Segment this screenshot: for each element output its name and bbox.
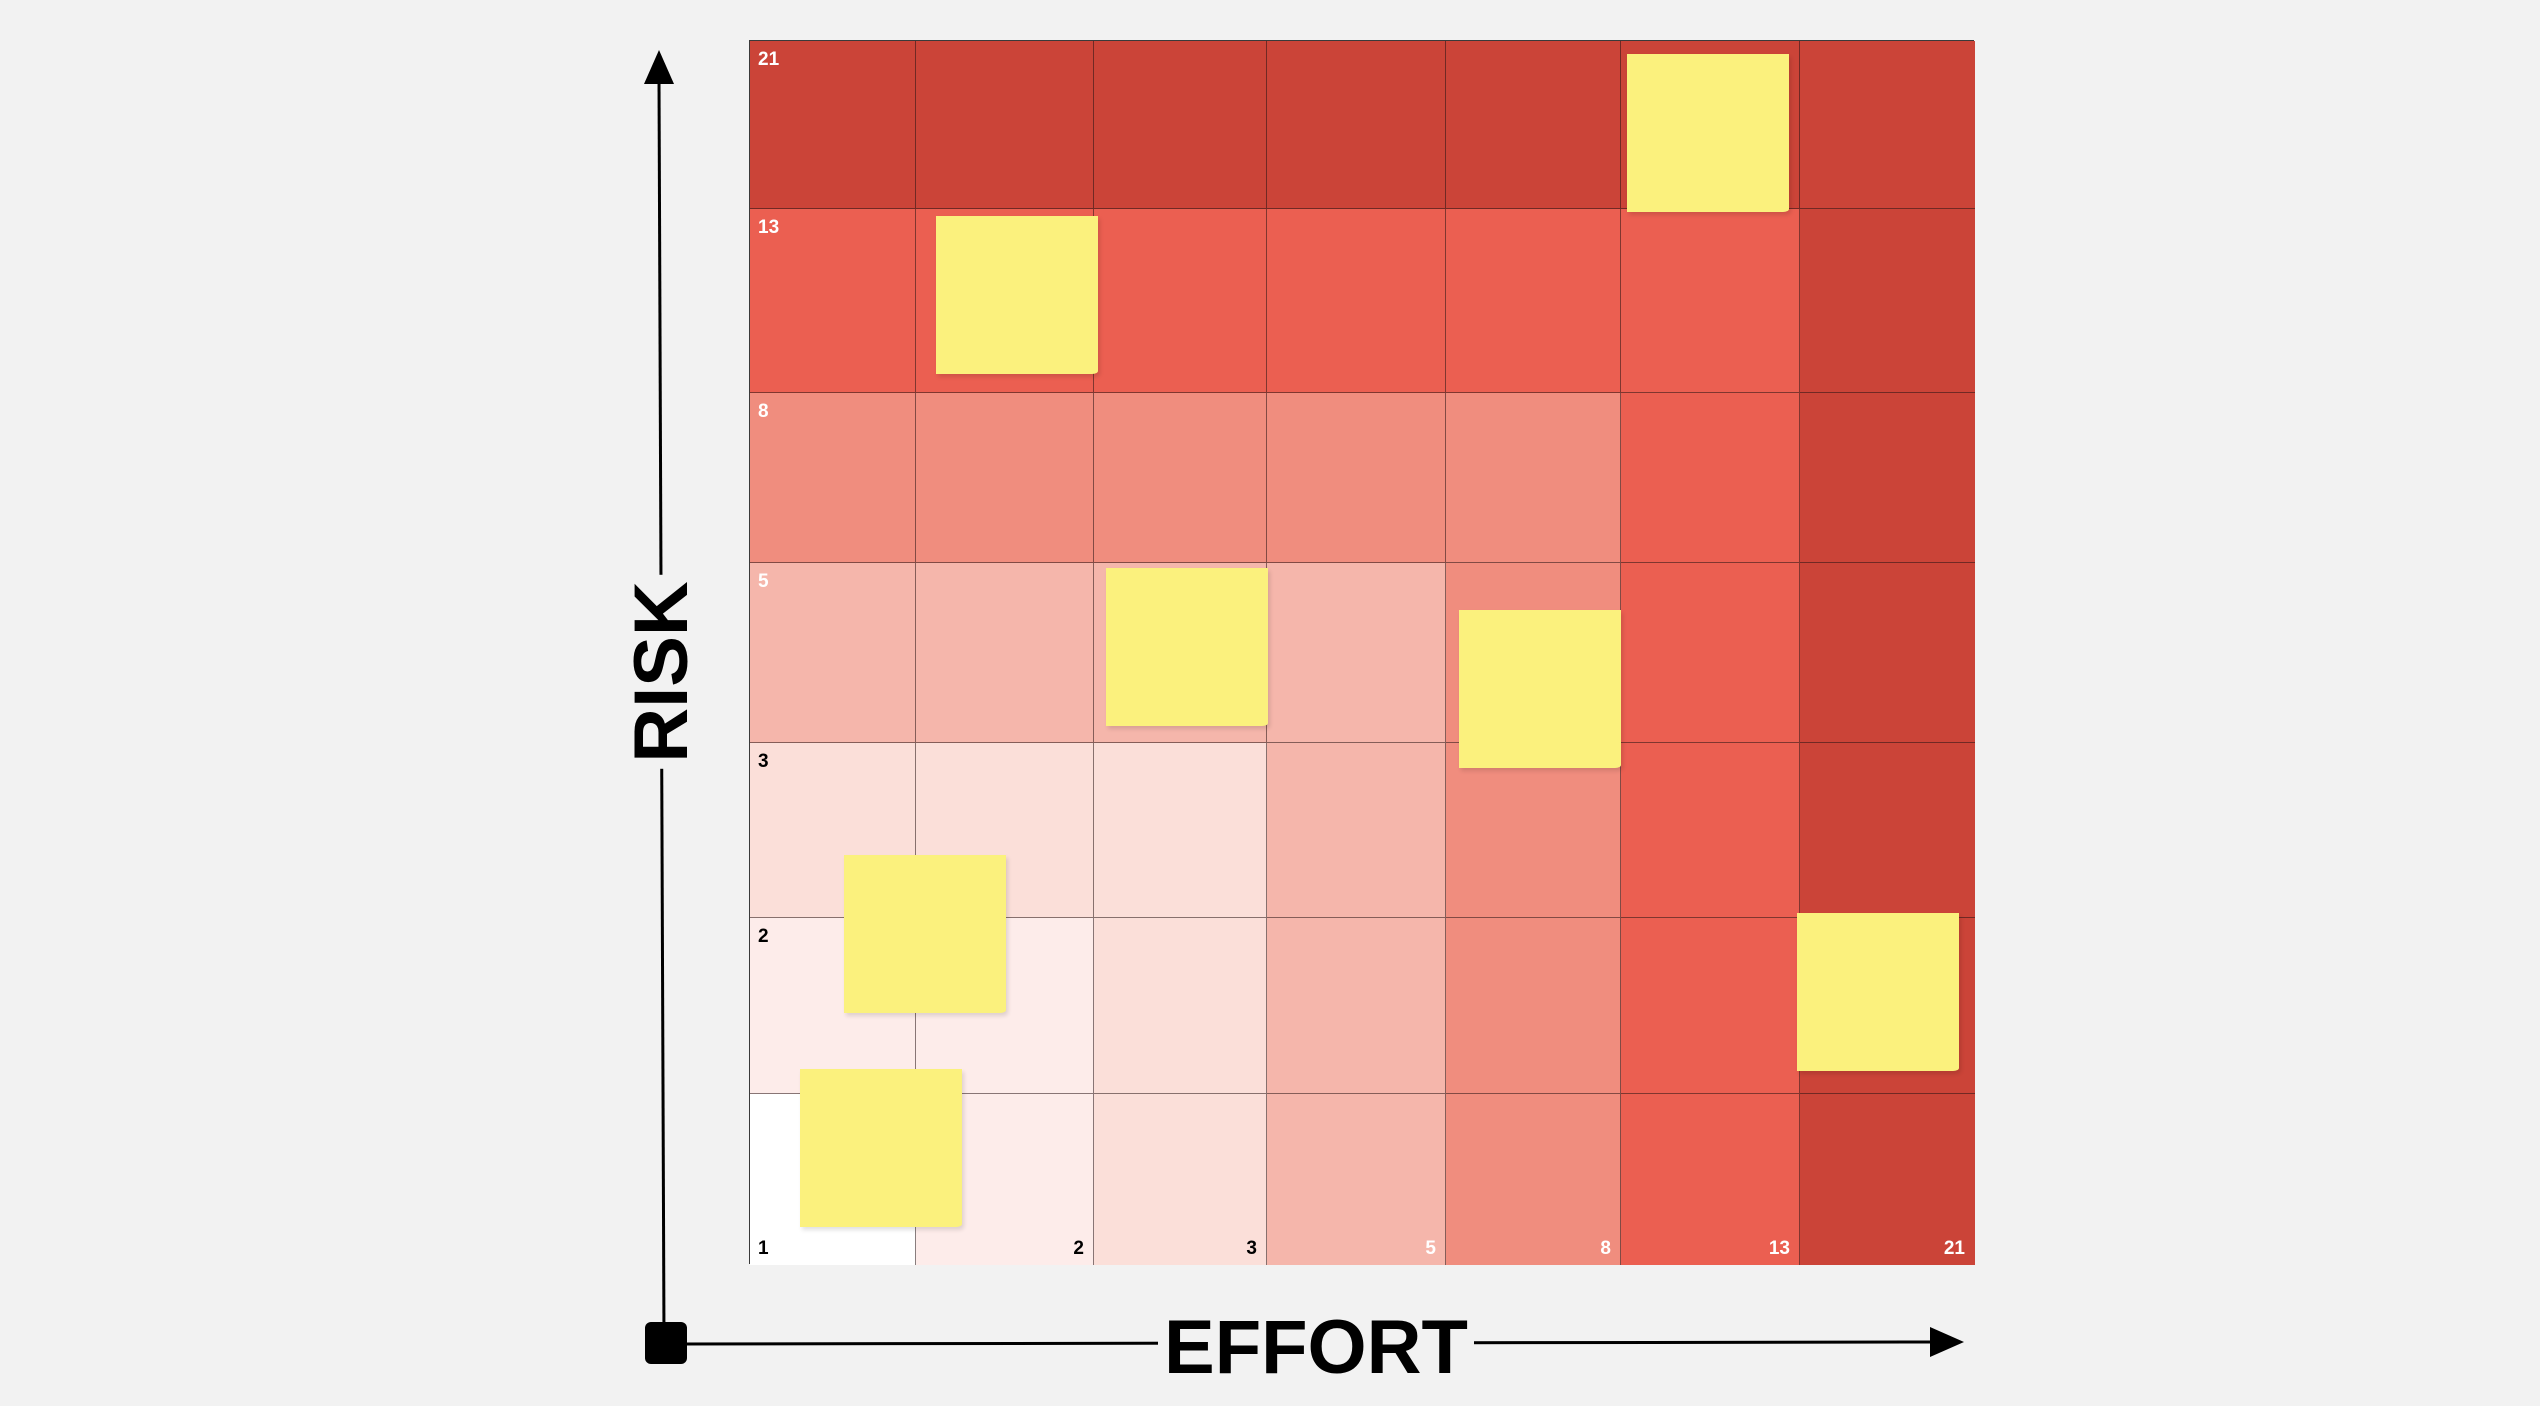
- sticky-note[interactable]: [1796, 913, 1959, 1071]
- sticky-note[interactable]: [800, 1068, 962, 1227]
- matrix-grid: 21 13 8 5 3 2 1 2 3 5 8 13 21: [749, 40, 1975, 1265]
- matrix-cell: [1446, 209, 1621, 393]
- risk-row-label: 21: [758, 49, 780, 70]
- sticky-note[interactable]: [844, 855, 1006, 1013]
- matrix-cell: [1621, 743, 1800, 918]
- matrix-cell: [1267, 393, 1446, 563]
- sticky-note[interactable]: [1458, 610, 1621, 768]
- matrix-cell: [1094, 743, 1267, 918]
- matrix-cell: [1446, 1094, 1621, 1265]
- sticky-note[interactable]: [1626, 54, 1789, 212]
- risk-row-label: 2: [758, 926, 769, 947]
- sticky-note[interactable]: [936, 216, 1098, 374]
- matrix-cell: [1800, 1094, 1975, 1265]
- risk-row-label: 5: [758, 571, 769, 592]
- matrix-cell: [750, 209, 916, 393]
- matrix-cell: [1621, 918, 1800, 1094]
- sticky-note[interactable]: [1105, 568, 1268, 726]
- matrix-cell: [1094, 918, 1267, 1094]
- matrix-cell: [1094, 1094, 1267, 1265]
- matrix-cell: [1267, 563, 1446, 743]
- effort-column-label: 5: [1425, 1238, 1436, 1259]
- matrix-cell: [1800, 209, 1975, 393]
- effort-column-label: 2: [1073, 1238, 1084, 1259]
- effort-column-label: 3: [1246, 1238, 1257, 1259]
- y-axis-title: RISK: [619, 575, 704, 769]
- y-axis-arrowhead: [644, 50, 674, 84]
- x-axis-title: EFFORT: [1158, 1310, 1474, 1386]
- matrix-cell: [1800, 563, 1975, 743]
- matrix-cell: [1267, 743, 1446, 918]
- risk-row-label: 8: [758, 401, 769, 422]
- matrix-cell: [1621, 209, 1800, 393]
- matrix-cell: [750, 41, 916, 209]
- matrix-cell: [1800, 743, 1975, 918]
- matrix-cell: [1621, 1094, 1800, 1265]
- matrix-cell: [1446, 743, 1621, 918]
- matrix-cell: [1446, 918, 1621, 1094]
- origin-marker: [645, 1322, 687, 1364]
- matrix-cell: [1800, 41, 1975, 209]
- matrix-cell: [1094, 209, 1267, 393]
- matrix-cell: [1267, 1094, 1446, 1265]
- matrix-cell: [1094, 393, 1267, 563]
- matrix-cell: [750, 563, 916, 743]
- matrix-cell: [1446, 41, 1621, 209]
- matrix-cell: [750, 393, 916, 563]
- matrix-cell: [1621, 393, 1800, 563]
- matrix-cell: [916, 41, 1094, 209]
- matrix-cell: [1621, 563, 1800, 743]
- matrix-cell: [1267, 41, 1446, 209]
- matrix-cell: [916, 393, 1094, 563]
- matrix-cell: [916, 563, 1094, 743]
- risk-row-label: 3: [758, 751, 769, 772]
- risk-row-label: 13: [758, 217, 780, 238]
- matrix-cell: [1094, 41, 1267, 209]
- effort-column-label: 8: [1600, 1238, 1611, 1259]
- effort-column-label: 13: [1768, 1238, 1790, 1259]
- risk-row-label: 1: [758, 1238, 769, 1259]
- matrix-cell: [1800, 393, 1975, 563]
- matrix-cell: [1267, 918, 1446, 1094]
- matrix-cell: [1267, 209, 1446, 393]
- matrix-cell: [1446, 393, 1621, 563]
- x-axis-arrowhead: [1930, 1327, 1964, 1357]
- effort-column-label: 21: [1943, 1238, 1965, 1259]
